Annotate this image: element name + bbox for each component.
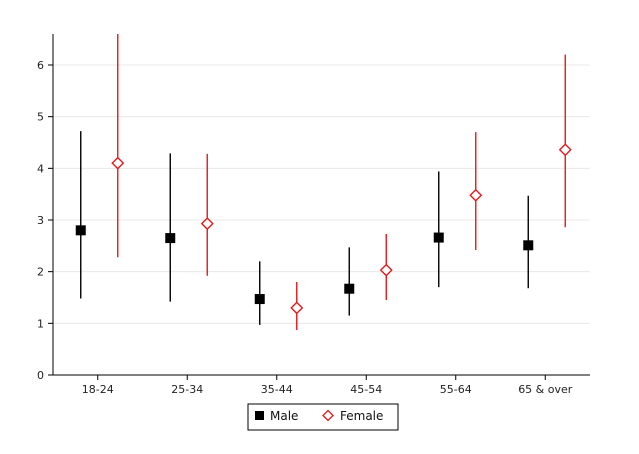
y-tick-label: 1 (37, 317, 44, 330)
data-point-male (254, 294, 265, 305)
legend-female-marker (322, 409, 334, 422)
x-tick-label: 55-64 (440, 383, 472, 396)
legend-box (247, 403, 399, 431)
data-point-female (111, 156, 125, 170)
legend: Male Female (247, 403, 399, 431)
data-point-male (433, 232, 444, 243)
x-tick-label: 65 & over (518, 383, 573, 396)
y-tick-label: 3 (37, 214, 44, 227)
data-marks (75, 34, 572, 331)
y-tick-label: 2 (37, 266, 44, 279)
x-tick-label: 25-34 (171, 383, 203, 396)
legend-male-marker (255, 411, 264, 420)
data-point-female (200, 217, 214, 231)
x-tick-label: 18-24 (82, 383, 114, 396)
data-point-female (558, 143, 572, 157)
grid-lines (53, 64, 590, 324)
y-tick-label: 6 (37, 59, 44, 72)
data-point-male (344, 283, 355, 294)
y-tick-label: 0 (37, 369, 44, 382)
x-tick-label: 45-54 (350, 383, 382, 396)
legend-male-label: Male (270, 409, 298, 423)
data-point-male (523, 240, 534, 251)
axes (52, 34, 590, 376)
data-point-female (379, 263, 393, 277)
data-point-female (469, 188, 483, 202)
x-tick-label: 35-44 (261, 383, 293, 396)
data-point-female (290, 301, 304, 315)
y-tick-label: 5 (37, 111, 44, 124)
data-point-male (165, 233, 176, 244)
legend-female-label: Female (340, 409, 383, 423)
y-tick-label: 4 (37, 162, 44, 175)
data-point-male (75, 225, 86, 236)
x-axis-ticks: 18-24 25-34 35-44 45-54 55-64 65 & over (82, 375, 573, 396)
y-axis-ticks: 0 1 2 3 4 5 6 (37, 59, 53, 382)
